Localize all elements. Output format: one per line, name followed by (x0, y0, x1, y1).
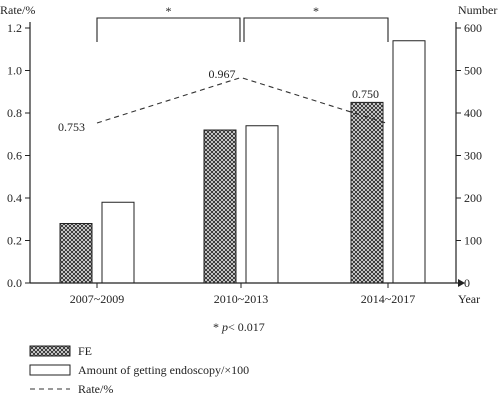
significance-bracket (243, 17, 389, 42)
significance-bracket (96, 17, 241, 42)
y-left-tick-label: 0.6 (7, 149, 22, 163)
legend-swatch-endoscopy (29, 364, 71, 376)
y-right-tick-label: 0 (464, 276, 470, 290)
legend-label-rate: Rate/% (78, 382, 113, 396)
rate-line (96, 76, 389, 125)
bar-fe (350, 101, 384, 284)
y-left-tick-label: 0.2 (7, 234, 22, 248)
x-tick-label: 2014~2017 (361, 292, 416, 306)
bar-endoscopy (392, 40, 426, 284)
y-left-tick-label: 0.4 (7, 191, 22, 205)
y-left-axis-title: Rate/% (0, 3, 35, 17)
y-left-tick-label: 0.8 (7, 106, 22, 120)
x-tick-label: 2007~2009 (70, 292, 125, 306)
y-left-tick-label: 1.2 (7, 21, 22, 35)
y-right-tick-label: 600 (464, 21, 482, 35)
significance-mark: * (166, 4, 172, 18)
bar-fe (59, 223, 93, 284)
y-left-tick-label: 0.0 (7, 276, 22, 290)
rate-data-label: 0.750 (352, 87, 379, 101)
x-axis-title: Year (458, 292, 480, 306)
y-right-tick-label: 100 (464, 234, 482, 248)
bar-endoscopy (101, 201, 135, 284)
significance-note: * p< 0.017 (213, 320, 265, 334)
y-right-axis-title: Number (458, 3, 497, 17)
significance-note-star: * (213, 320, 222, 334)
y-left-tick-label: 1.0 (7, 64, 22, 78)
legend-swatch-fe (29, 345, 71, 357)
y-right-tick-label: 400 (464, 106, 482, 120)
rate-data-label: 0.753 (58, 120, 85, 134)
legend-label-endoscopy: Amount of getting endoscopy/×100 (78, 363, 249, 377)
y-right-tick-label: 300 (464, 149, 482, 163)
y-right-tick-label: 200 (464, 191, 482, 205)
y-right-tick-label: 500 (464, 64, 482, 78)
significance-note-p: p (221, 320, 228, 334)
significance-mark: * (313, 4, 319, 18)
significance-note-threshold: < 0.017 (228, 320, 265, 334)
x-axis-arrow (458, 279, 465, 287)
bar-endoscopy (245, 125, 279, 284)
legend-label-fe: FE (78, 344, 92, 358)
rate-data-label: 0.967 (209, 67, 236, 81)
bar-fe (203, 129, 237, 284)
x-tick-label: 2010~2013 (214, 292, 269, 306)
